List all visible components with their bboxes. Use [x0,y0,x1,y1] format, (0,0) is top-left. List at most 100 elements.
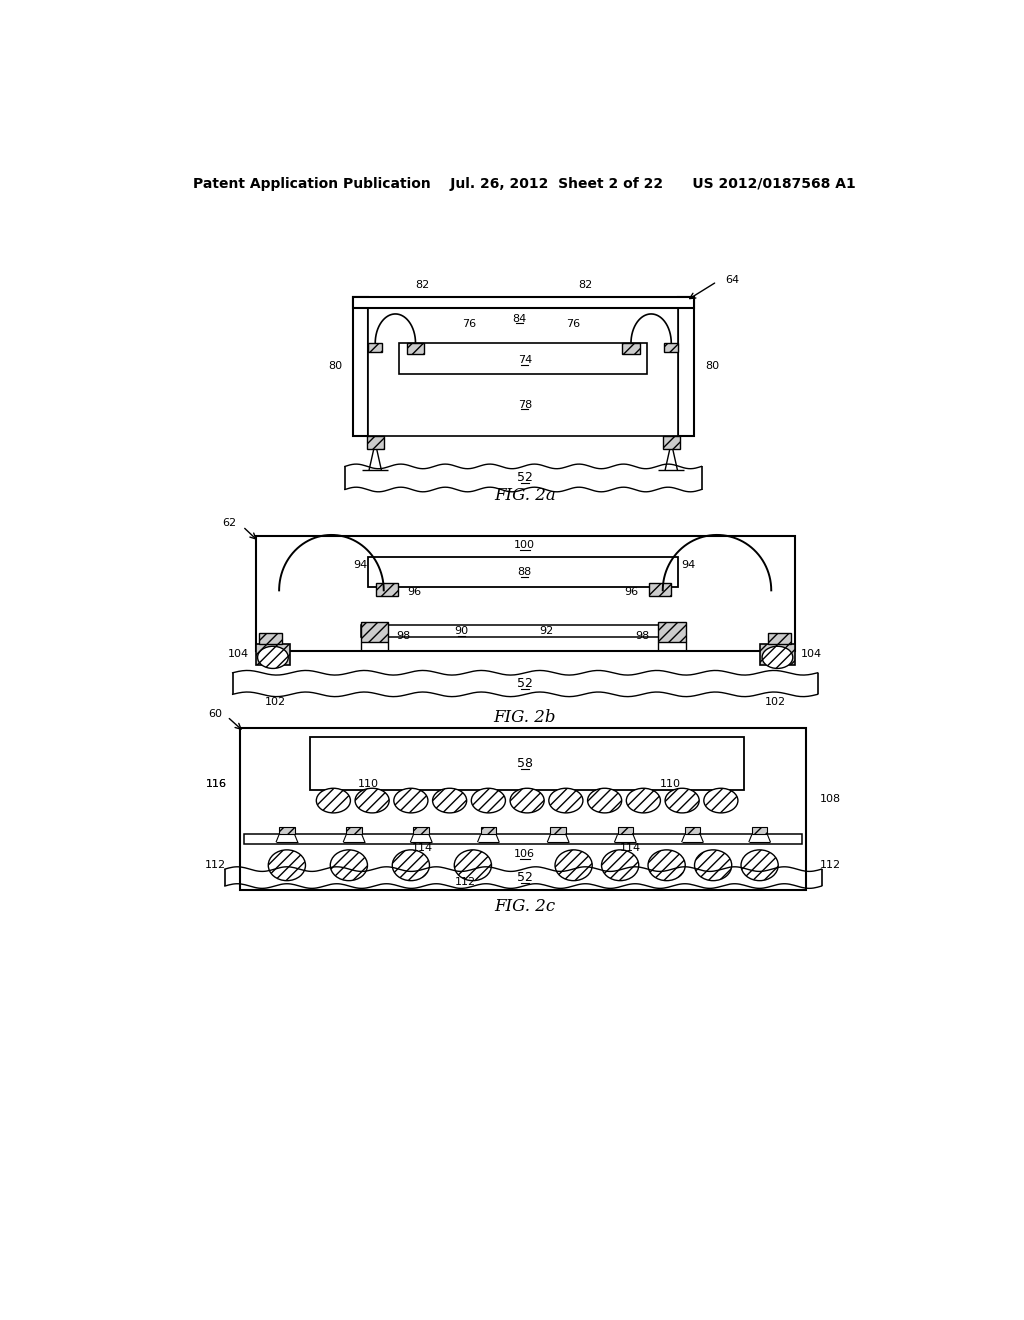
Text: 88: 88 [518,566,531,577]
Text: 90: 90 [455,626,468,636]
Bar [369,297,678,436]
Text: 80: 80 [706,362,720,371]
Text: 98: 98 [396,631,411,640]
Bar [346,826,361,834]
Bar [280,826,295,834]
Bar [768,632,792,644]
Bar [752,826,767,834]
Bar [369,557,678,586]
Ellipse shape [331,850,368,880]
Bar [259,632,283,644]
Bar [658,622,686,642]
Text: 84: 84 [512,314,526,323]
Ellipse shape [588,788,622,813]
Text: 108: 108 [820,795,841,804]
Bar [360,626,686,638]
Bar [376,583,397,595]
Text: Patent Application Publication    Jul. 26, 2012  Sheet 2 of 22      US 2012/0187: Patent Application Publication Jul. 26, … [194,177,856,191]
Text: 78: 78 [518,400,531,409]
Text: 76: 76 [462,319,476,329]
Ellipse shape [510,788,544,813]
Ellipse shape [762,647,793,668]
Ellipse shape [555,850,592,880]
Text: 116: 116 [206,779,226,788]
Text: 52: 52 [517,471,532,484]
Text: 80: 80 [329,362,343,371]
Text: 62: 62 [222,519,237,528]
Ellipse shape [394,788,428,813]
Ellipse shape [316,788,350,813]
Bar [685,826,700,834]
Bar [649,583,671,595]
Text: 96: 96 [408,587,422,597]
Bar [407,343,424,354]
Bar [617,826,633,834]
Text: 112: 112 [455,878,476,887]
Bar [665,343,678,352]
Text: 114: 114 [620,843,641,853]
Bar [360,622,388,642]
Bar [256,536,795,651]
Text: 60: 60 [209,709,222,719]
Bar [245,834,802,843]
Text: 106: 106 [514,850,536,859]
Text: 102: 102 [264,697,286,708]
Bar [241,729,806,890]
Bar [352,297,693,308]
Text: 82: 82 [416,280,430,290]
Ellipse shape [392,850,429,880]
Ellipse shape [741,850,778,880]
Text: 96: 96 [625,587,639,597]
Bar [310,738,744,789]
Text: FIG. 2c: FIG. 2c [495,899,555,915]
Text: 112: 112 [820,861,841,870]
Text: 112: 112 [205,861,226,870]
Text: 104: 104 [228,649,250,659]
Bar [480,826,496,834]
Ellipse shape [455,850,492,880]
Text: FIG. 2a: FIG. 2a [494,487,556,504]
Text: 76: 76 [566,319,581,329]
Ellipse shape [549,788,583,813]
Ellipse shape [665,788,699,813]
Text: 116: 116 [206,779,226,788]
Text: 110: 110 [357,779,379,788]
Bar [663,436,680,449]
Bar [678,297,693,436]
Text: 102: 102 [765,697,785,708]
Text: 74: 74 [518,355,531,366]
Text: 82: 82 [579,280,592,290]
Text: 92: 92 [540,626,554,636]
Text: 100: 100 [514,540,536,550]
Text: 94: 94 [681,560,695,570]
Bar [352,297,369,436]
Bar [761,644,795,665]
Ellipse shape [627,788,660,813]
Ellipse shape [694,850,732,880]
Text: 110: 110 [660,779,681,788]
Bar [414,826,429,834]
Text: FIG. 2b: FIG. 2b [494,709,556,726]
Bar [369,343,382,352]
Ellipse shape [432,788,467,813]
Bar [550,826,566,834]
Bar [256,644,290,665]
Ellipse shape [258,647,289,668]
Ellipse shape [268,850,305,880]
Ellipse shape [601,850,639,880]
Ellipse shape [648,850,685,880]
Text: 58: 58 [517,758,532,770]
Bar [399,343,647,374]
Text: 94: 94 [353,560,368,570]
Text: 114: 114 [412,843,433,853]
Ellipse shape [355,788,389,813]
Bar [623,343,640,354]
Text: 104: 104 [801,649,822,659]
Text: 98: 98 [636,631,649,640]
Text: 52: 52 [517,871,532,884]
Text: 64: 64 [725,275,739,285]
Ellipse shape [703,788,738,813]
Ellipse shape [471,788,506,813]
Text: 52: 52 [517,677,532,690]
Bar [367,436,384,449]
